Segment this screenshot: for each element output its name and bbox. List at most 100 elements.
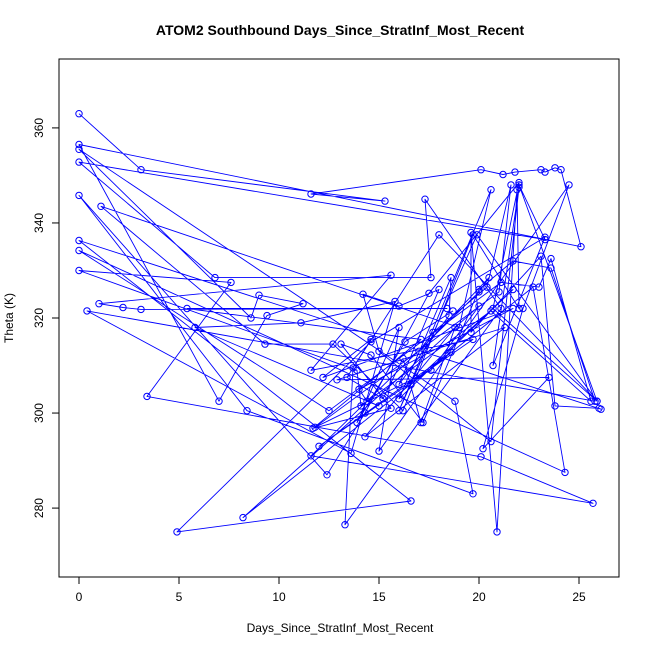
data-point (515, 183, 523, 192)
data-point (367, 351, 375, 359)
data-point (137, 305, 145, 314)
data-point (421, 195, 429, 203)
x-tick-label: 15 (372, 590, 386, 604)
data-point (483, 283, 491, 291)
data-point (255, 291, 263, 299)
data-point (191, 323, 199, 332)
data-point (75, 191, 83, 200)
data-point (561, 468, 569, 477)
data-point (367, 338, 375, 346)
data-point (475, 285, 483, 294)
data-point (75, 140, 83, 149)
data-point (395, 302, 403, 310)
data-point (337, 340, 345, 348)
data-point (395, 323, 403, 332)
series-points (75, 110, 605, 536)
data-point (429, 328, 437, 336)
x-axis: 0 5 10 15 20 25 (76, 576, 586, 604)
data-point (239, 513, 247, 522)
y-tick-label: 320 (32, 308, 46, 328)
data-point (577, 243, 585, 251)
data-point (137, 166, 145, 174)
data-point (519, 304, 527, 313)
data-point (299, 300, 307, 308)
data-point (247, 314, 255, 322)
data-point (589, 499, 597, 507)
data-point (95, 300, 103, 308)
data-point (375, 447, 383, 455)
data-point (541, 168, 549, 176)
data-point (489, 361, 497, 370)
data-point (379, 395, 387, 403)
y-tick-label: 300 (32, 403, 46, 423)
data-point (341, 521, 349, 529)
data-point (307, 190, 315, 198)
data-point (375, 402, 383, 410)
data-point (469, 231, 477, 239)
data-point (119, 303, 127, 312)
data-point (361, 433, 369, 441)
data-point (467, 328, 475, 336)
data-point (515, 181, 523, 189)
data-point (451, 397, 459, 405)
data-point (367, 335, 375, 344)
data-point (395, 395, 403, 403)
data-point (309, 424, 317, 432)
data-point (419, 418, 427, 427)
data-point (75, 236, 83, 245)
data-point (315, 442, 323, 450)
data-point (395, 407, 403, 415)
data-point (497, 278, 505, 287)
data-point (507, 181, 515, 189)
data-point (515, 178, 523, 187)
y-tick-label: 340 (32, 213, 46, 233)
data-point (469, 335, 477, 344)
data-point (541, 233, 549, 241)
y-axis-label: Theta (K) (2, 293, 16, 343)
data-point (509, 285, 517, 294)
data-point (487, 437, 495, 446)
data-point (355, 385, 363, 393)
data-point (375, 347, 383, 355)
data-point (435, 285, 443, 294)
data-point (75, 246, 83, 255)
data-point (395, 380, 403, 389)
data-point (493, 528, 501, 536)
data-point (399, 354, 407, 363)
data-point (399, 407, 407, 415)
data-point (485, 273, 493, 282)
data-point (447, 348, 455, 356)
data-point (435, 231, 443, 239)
y-axis: 280 300 320 340 360 (32, 118, 60, 518)
data-point (451, 323, 459, 332)
data-point (243, 407, 251, 415)
data-point (501, 323, 509, 332)
data-point (487, 307, 495, 315)
data-point (349, 364, 357, 372)
x-axis-label: Days_Since_StratInf_Most_Recent (247, 621, 434, 635)
y-tick-label: 360 (32, 118, 46, 138)
data-point (425, 289, 433, 297)
data-point (263, 311, 271, 320)
data-point (357, 402, 365, 410)
x-tick-label: 25 (572, 590, 586, 604)
data-point (227, 278, 235, 287)
data-point (445, 311, 453, 320)
data-point (547, 264, 555, 272)
data-point (329, 340, 337, 348)
data-point (587, 397, 595, 405)
data-point (307, 366, 315, 374)
data-point (211, 273, 219, 282)
x-tick-label: 20 (472, 590, 486, 604)
data-point (417, 418, 425, 427)
x-tick-label: 5 (176, 590, 183, 604)
data-point (541, 235, 549, 244)
data-point (449, 307, 457, 315)
data-point (597, 405, 605, 413)
data-point (469, 490, 477, 498)
data-point (75, 158, 83, 166)
data-point (565, 181, 573, 189)
x-tick-label: 0 (76, 590, 83, 604)
